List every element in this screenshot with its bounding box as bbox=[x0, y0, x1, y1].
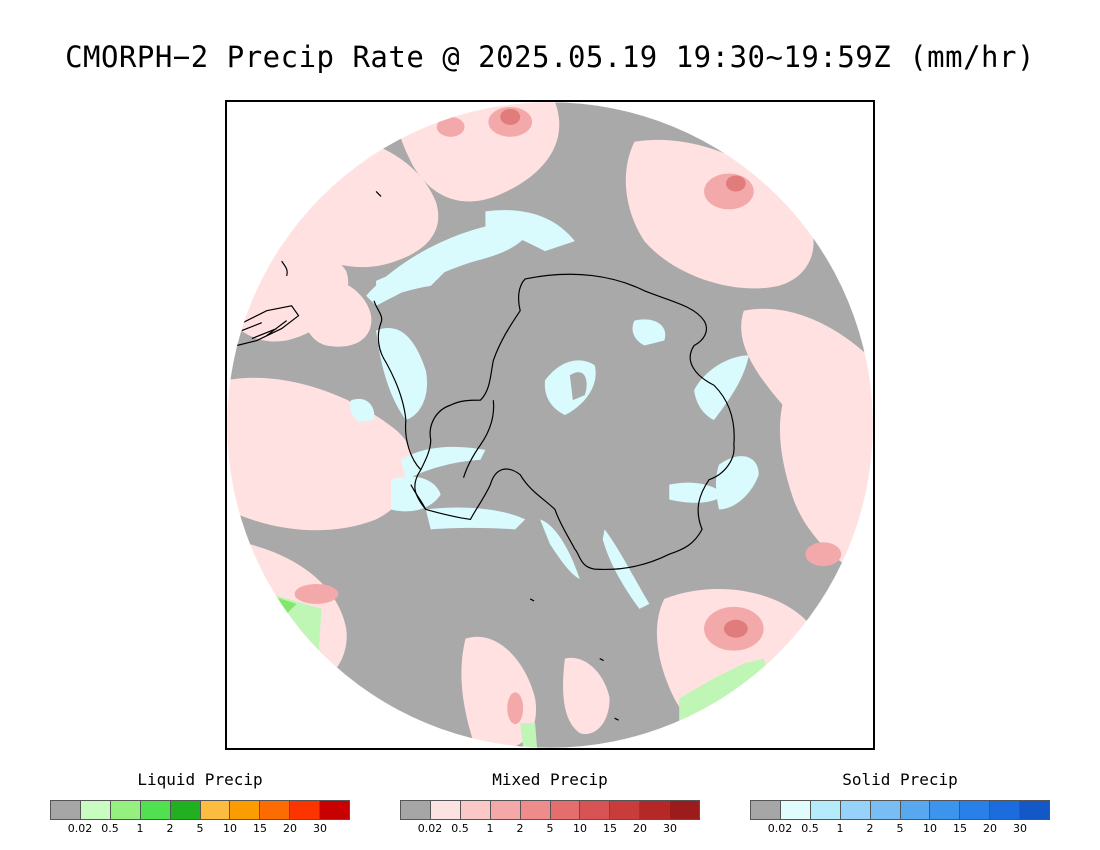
legend-tick-label: 0.5 bbox=[101, 822, 119, 835]
legend-swatch bbox=[550, 801, 581, 819]
legend-tick-label: 30 bbox=[663, 822, 677, 835]
legend-colorbar bbox=[400, 800, 700, 820]
legend-title: Solid Precip bbox=[842, 770, 958, 789]
legend-tick-label: 2 bbox=[866, 822, 874, 835]
map-title: CMORPH−2 Precip Rate @ 2025.05.19 19:30~… bbox=[65, 40, 1035, 74]
legend-swatch bbox=[490, 801, 521, 819]
legend-tick-label: 2 bbox=[516, 822, 524, 835]
precip-map bbox=[227, 102, 873, 748]
legend-swatch bbox=[200, 801, 231, 819]
legend-tick-label: 0.5 bbox=[801, 822, 819, 835]
legend-title: Liquid Precip bbox=[137, 770, 263, 789]
legend-tick-label: 30 bbox=[313, 822, 327, 835]
legend-mixed-precip: Mixed Precip 0.02 0.5 1 2 5 10 15 20 30 bbox=[400, 770, 700, 838]
legend-tick-label: 0.02 bbox=[67, 822, 93, 835]
legend-swatch bbox=[580, 801, 611, 819]
legend-swatch bbox=[401, 801, 431, 819]
legend-swatch bbox=[870, 801, 901, 819]
legend-swatch bbox=[780, 801, 811, 819]
legend-ticks: 0.02 0.5 1 2 5 10 15 20 30 bbox=[50, 822, 350, 838]
legend-swatch bbox=[170, 801, 201, 819]
legend-tick-label: 30 bbox=[1013, 822, 1027, 835]
legend-swatch bbox=[51, 801, 81, 819]
legend-liquid-precip: Liquid Precip 0.02 0.5 1 2 5 10 15 20 30 bbox=[50, 770, 350, 838]
legend-tick-label: 1 bbox=[486, 822, 494, 835]
legend-swatch bbox=[520, 801, 551, 819]
legend-swatch bbox=[900, 801, 931, 819]
legend-swatch bbox=[810, 801, 841, 819]
legend-tick-label: 5 bbox=[196, 822, 204, 835]
legend-tick-label: 15 bbox=[253, 822, 267, 835]
legend-swatch bbox=[290, 801, 321, 819]
legend-tick-label: 15 bbox=[953, 822, 967, 835]
legend-swatch bbox=[930, 801, 961, 819]
legend-tick-label: 5 bbox=[896, 822, 904, 835]
legend-tick-label: 10 bbox=[223, 822, 237, 835]
legend-solid-precip: Solid Precip 0.02 0.5 1 2 5 10 15 20 30 bbox=[750, 770, 1050, 838]
legend-swatch bbox=[460, 801, 491, 819]
legend-tick-label: 20 bbox=[283, 822, 297, 835]
legend-tick-label: 1 bbox=[836, 822, 844, 835]
legend-swatch bbox=[1020, 801, 1050, 819]
legend-swatch bbox=[990, 801, 1021, 819]
legend-swatch bbox=[320, 801, 350, 819]
legend-swatch bbox=[230, 801, 261, 819]
legend-tick-label: 0.02 bbox=[417, 822, 443, 835]
legend-colorbar bbox=[50, 800, 350, 820]
legend-tick-label: 5 bbox=[546, 822, 554, 835]
legend-swatch bbox=[80, 801, 111, 819]
legend-ticks: 0.02 0.5 1 2 5 10 15 20 30 bbox=[750, 822, 1050, 838]
legend-swatch bbox=[751, 801, 781, 819]
legend-ticks: 0.02 0.5 1 2 5 10 15 20 30 bbox=[400, 822, 700, 838]
legend-tick-label: 10 bbox=[923, 822, 937, 835]
legend-swatch bbox=[670, 801, 700, 819]
legend-tick-label: 20 bbox=[983, 822, 997, 835]
solid-precip-areas bbox=[350, 210, 759, 609]
map-frame bbox=[225, 100, 875, 750]
legend-tick-label: 0.5 bbox=[451, 822, 469, 835]
legend-swatch bbox=[840, 801, 871, 819]
legend-swatch bbox=[610, 801, 641, 819]
legend-colorbar bbox=[750, 800, 1050, 820]
legend-swatch bbox=[640, 801, 671, 819]
coastline bbox=[236, 191, 735, 721]
legend-tick-label: 15 bbox=[603, 822, 617, 835]
legend-tick-label: 1 bbox=[136, 822, 144, 835]
legend-swatch bbox=[260, 801, 291, 819]
legend-tick-label: 2 bbox=[166, 822, 174, 835]
legend-tick-label: 20 bbox=[633, 822, 647, 835]
mixed-precip-core-areas bbox=[500, 108, 748, 638]
legend-tick-label: 10 bbox=[573, 822, 587, 835]
legend-swatch bbox=[140, 801, 171, 819]
legend-tick-label: 0.02 bbox=[767, 822, 793, 835]
legend-swatch bbox=[960, 801, 991, 819]
legend-swatch bbox=[110, 801, 141, 819]
legend-swatch bbox=[430, 801, 461, 819]
legend-title: Mixed Precip bbox=[492, 770, 608, 789]
